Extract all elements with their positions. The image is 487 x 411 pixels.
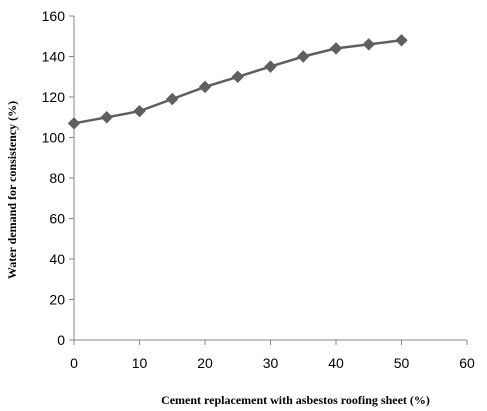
y-tick-label: 160 xyxy=(42,8,66,24)
x-axis-ticks: 0 10 20 30 40 50 60 xyxy=(70,340,475,371)
data-point-marker xyxy=(395,34,408,47)
data-point-marker xyxy=(362,38,375,51)
data-point-marker xyxy=(297,50,310,63)
x-tick-label: 50 xyxy=(394,355,410,371)
data-point-marker xyxy=(198,80,212,94)
data-point-marker xyxy=(231,70,244,83)
x-tick-label: 60 xyxy=(459,355,475,371)
x-tick-label: 0 xyxy=(70,355,78,371)
y-tick-label: 20 xyxy=(49,292,65,308)
x-tick-label: 40 xyxy=(328,355,344,371)
data-point-marker xyxy=(166,92,179,106)
y-axis-title: Water demand for consistency (%) xyxy=(5,101,19,279)
data-point-marker xyxy=(133,104,146,118)
y-tick-label: 140 xyxy=(42,49,66,65)
chart-series xyxy=(67,34,408,130)
x-tick-label: 10 xyxy=(132,355,148,371)
y-tick-label: 0 xyxy=(57,332,65,348)
y-tick-label: 60 xyxy=(49,211,65,227)
y-tick-label: 40 xyxy=(49,251,65,267)
data-point-marker xyxy=(264,60,277,73)
x-tick-label: 30 xyxy=(263,355,279,371)
x-axis-title: Cement replacement with asbestos roofing… xyxy=(161,393,430,407)
data-point-marker xyxy=(329,42,343,55)
y-tick-label: 120 xyxy=(42,89,66,105)
y-tick-label: 80 xyxy=(49,170,65,186)
data-point-marker xyxy=(67,117,81,130)
x-tick-label: 20 xyxy=(197,355,213,371)
y-axis-ticks: 0 20 40 60 80 100 120 140 160 xyxy=(42,8,74,348)
data-point-marker xyxy=(100,111,113,124)
y-tick-label: 100 xyxy=(42,130,66,146)
